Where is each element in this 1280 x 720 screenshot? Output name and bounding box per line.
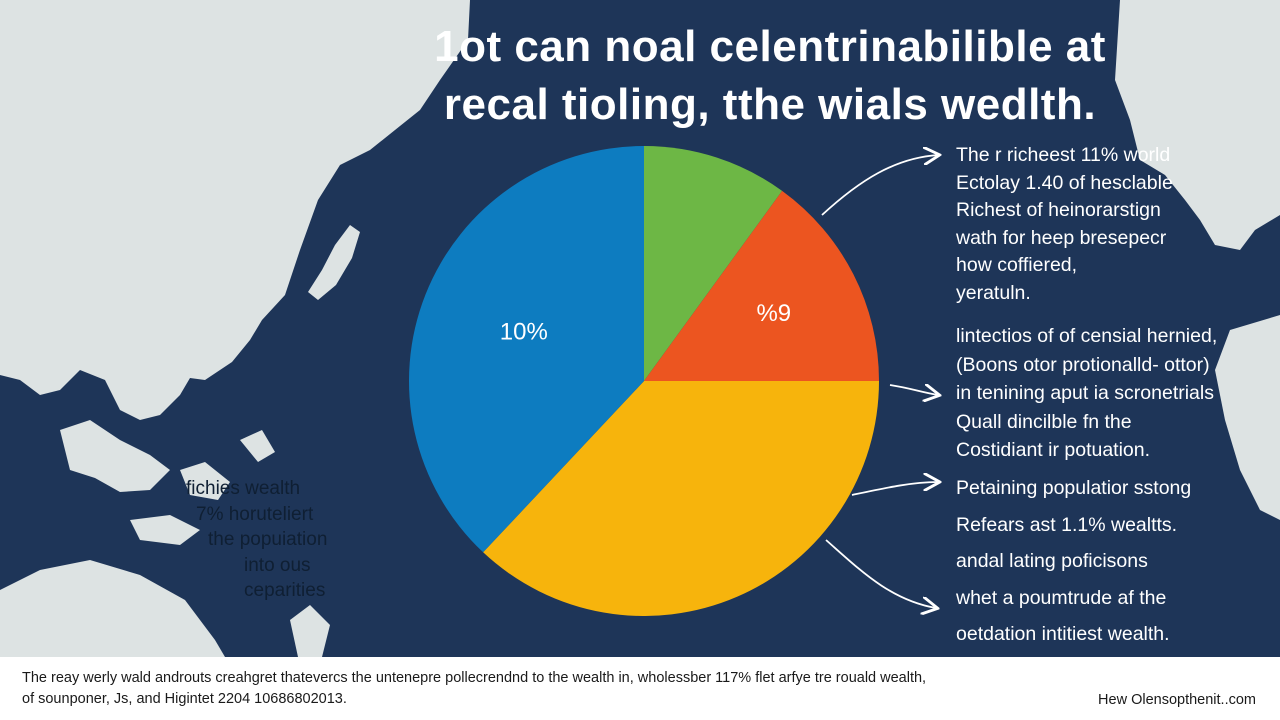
annotation-line: Quall dincilble fn the	[956, 410, 1132, 433]
annotation-line: fichies wealth	[186, 478, 301, 499]
annotation-line: lintectios of of censial hernied,	[956, 325, 1218, 347]
annotation-line: 7% horuteliert	[196, 503, 314, 525]
annotation-line: Refears ast 1.1% wealtts.	[956, 513, 1178, 536]
annotation-line: (Boons otor protionalld- ottor)	[956, 353, 1210, 376]
landmass-africa	[1215, 315, 1280, 520]
source-line: The reay werly wald androuts creahgret t…	[22, 670, 927, 686]
pie-slice	[644, 190, 879, 381]
annotation-top: The r richeest 11% world Ectolay 1.40 of…	[956, 142, 1173, 307]
source-text: The reay werly wald androuts creahgret t…	[22, 668, 1022, 710]
annotation-line: Petaining populatior sstong	[956, 477, 1192, 499]
annotation-line: the popuiation	[208, 529, 328, 550]
annotation-line: Ectolay 1.40 of hesclable	[956, 171, 1173, 194]
pie-slice	[408, 146, 644, 553]
pie-slice	[644, 146, 783, 381]
landmass-japan	[308, 225, 360, 300]
landmass-islands	[60, 420, 170, 492]
annotation-line: Costidiant ir potuation.	[956, 439, 1151, 461]
chart-title: 1ot can noal celentrinabilible at recal …	[400, 18, 1140, 134]
pie-chart: %9 10%	[408, 146, 879, 616]
source-footer: The reay werly wald androuts creahgret t…	[0, 657, 1280, 720]
annotation-bottom: Petaining populatior sstong Refears ast …	[956, 470, 1191, 653]
landmass-australia	[0, 560, 225, 657]
landmass-asia	[0, 0, 470, 420]
annotation-line: yeratuln.	[956, 281, 1031, 304]
annotation-line: andal lating poficisons	[956, 550, 1148, 572]
title-line: 1ot can noal celentrinabilible at	[434, 22, 1106, 71]
title-line: recal tioling, tthe wials wedlth.	[443, 80, 1097, 129]
credit-text: Hew Olensopthenit..com	[1098, 692, 1256, 708]
annotation-line: how coffiered,	[956, 254, 1078, 276]
source-line: of sounponer, Js, and Higintet 2204 1068…	[22, 691, 347, 707]
annotation-line: into ous	[244, 554, 311, 576]
annotation-line: Richest of heinorarstign	[956, 199, 1161, 221]
annotation-line: in tenining aput ia scronetrials	[956, 382, 1214, 404]
annotation-middle: lintectios of of censial hernied, (Boons…	[956, 322, 1217, 465]
annotation-left: fichies wealth 7% horuteliert the popuia…	[178, 476, 348, 604]
pie-slice	[483, 381, 879, 616]
annotation-line: wath for heep bresepecr	[956, 226, 1167, 249]
annotation-line: oetdation intitiest wealth.	[956, 623, 1170, 645]
landmass-europe	[1115, 0, 1280, 250]
annotation-line: ceparities	[244, 580, 326, 601]
slice-label: 10%	[500, 319, 548, 346]
annotation-line: whet a poumtrude af the	[956, 586, 1167, 609]
annotation-line: The r richeest 11% world	[956, 144, 1171, 166]
slice-label: %9	[756, 300, 791, 327]
